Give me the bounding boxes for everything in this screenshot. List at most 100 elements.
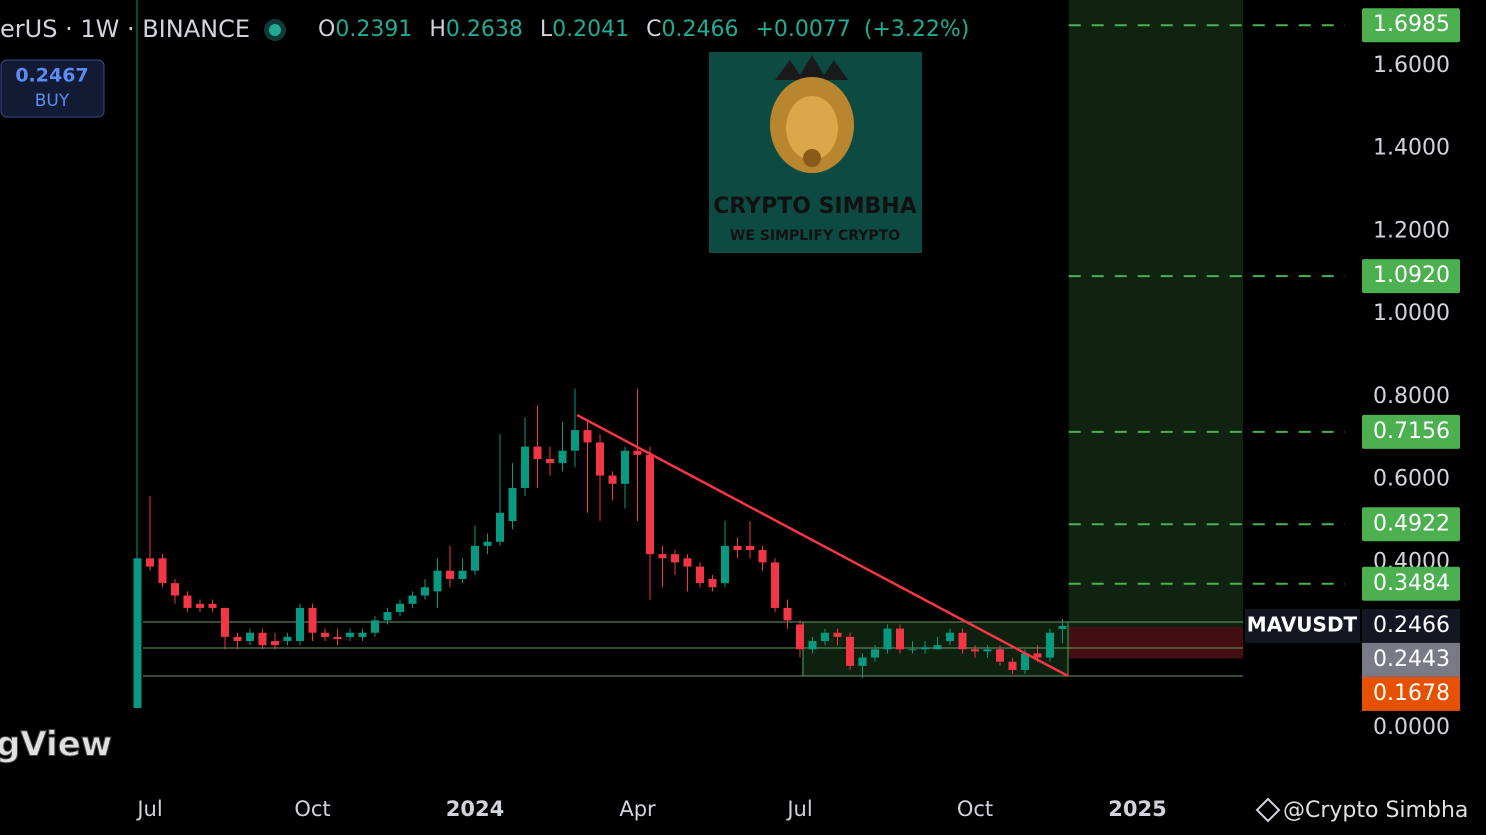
candle-body xyxy=(421,587,429,596)
candle-body xyxy=(133,558,142,709)
logo-subtitle: WE SIMPLIFY CRYPTO xyxy=(730,228,900,244)
candle-body xyxy=(221,607,229,637)
candle-body xyxy=(321,632,329,637)
candle-body xyxy=(308,607,317,633)
candle-body xyxy=(246,632,254,642)
buy-button[interactable]: 0.2467 BUY xyxy=(0,59,105,118)
candle-body xyxy=(821,632,829,642)
x-tick-label: Oct xyxy=(957,797,993,821)
x-tick-label: Apr xyxy=(619,797,656,821)
y-tick-label: 1.2000 xyxy=(1373,218,1450,243)
candle-body xyxy=(296,607,304,642)
candle-body xyxy=(696,566,704,584)
target-label: 0.7156 xyxy=(1373,419,1450,444)
candle-body xyxy=(521,446,529,488)
candle-body xyxy=(383,612,392,621)
candle-body xyxy=(683,558,692,567)
candle-body xyxy=(508,487,517,522)
candle-body xyxy=(708,578,717,588)
candle-body xyxy=(171,583,179,596)
lion-face xyxy=(786,96,838,160)
x-tick-label: 2024 xyxy=(446,797,504,821)
candle-body xyxy=(1033,653,1042,658)
high-label: H xyxy=(429,17,446,42)
target-label-bg xyxy=(1362,566,1460,601)
target-label-bg xyxy=(1362,507,1460,542)
candle-body xyxy=(333,636,342,639)
candle-body xyxy=(408,595,417,604)
candle-body xyxy=(371,620,379,633)
watermark: gView xyxy=(0,725,112,765)
symbol-label-bg xyxy=(1245,608,1360,643)
candle-body xyxy=(921,647,929,650)
candle-body xyxy=(808,641,817,650)
x-tick-label: Jul xyxy=(785,797,812,821)
candle-body xyxy=(783,607,792,621)
x-tick-label: Jul xyxy=(135,797,162,821)
candle-body xyxy=(596,442,604,476)
low: 0.2041 xyxy=(552,17,629,42)
loss-zone xyxy=(1068,626,1243,659)
candle-body xyxy=(1008,661,1017,670)
price-label: 0.1678 xyxy=(1373,681,1450,706)
symbol: erUS · 1W · BINANCE xyxy=(0,15,250,43)
candle-body xyxy=(346,632,354,637)
ohlc-legend: O0.2391 H0.2638 L0.2041 C0.2466 +0.0077 … xyxy=(318,17,969,42)
target-label-bg xyxy=(1362,259,1460,294)
bitcoin-mark xyxy=(803,149,821,167)
candle-body xyxy=(658,554,667,559)
candle-body xyxy=(471,545,479,571)
header: erUS · 1W · BINANCE O0.2391 H0.2638 L0.2… xyxy=(0,15,969,43)
candle-body xyxy=(233,636,242,642)
x-tick-label: Oct xyxy=(294,797,330,821)
logo-title: CRYPTO SIMBHA xyxy=(713,194,916,219)
buy-label[interactable]: BUY xyxy=(35,91,70,111)
open-label: O xyxy=(318,17,335,42)
close: 0.2466 xyxy=(661,17,738,42)
candle-body xyxy=(796,624,804,650)
target-label-bg xyxy=(1362,8,1460,43)
candle-body xyxy=(608,475,617,484)
candle-body xyxy=(271,641,279,646)
candle-body xyxy=(1046,632,1054,658)
candle-body xyxy=(571,430,579,451)
candles xyxy=(133,388,1067,709)
symbol-label: MAVUSDT xyxy=(1247,612,1358,636)
candle-body xyxy=(721,545,729,584)
y-tick-label: 0.8000 xyxy=(1373,384,1450,409)
candle-body xyxy=(646,454,654,555)
candle-body xyxy=(871,649,879,658)
price-label-bg xyxy=(1362,642,1460,677)
candle-body xyxy=(1058,625,1067,629)
candle-body xyxy=(971,649,979,652)
candle-body xyxy=(158,558,167,584)
buy-button-bg[interactable] xyxy=(0,59,105,118)
profit-zone xyxy=(1068,0,1243,627)
open: 0.2391 xyxy=(335,17,412,42)
crown xyxy=(775,55,848,80)
y-tick-label: 1.4000 xyxy=(1373,136,1450,161)
price-label-bg xyxy=(1362,608,1460,643)
change: +0.0077 xyxy=(755,17,850,42)
candle-body xyxy=(546,459,554,464)
high: 0.2638 xyxy=(446,17,523,42)
candle-body xyxy=(583,430,592,443)
candle-body xyxy=(758,550,767,563)
candle-body xyxy=(983,649,992,652)
binance-icon xyxy=(1255,797,1281,823)
candle-body xyxy=(946,632,954,642)
position-zones xyxy=(1068,0,1243,659)
candle-body xyxy=(908,649,917,651)
candle-body xyxy=(858,657,867,666)
trendline xyxy=(576,413,1069,678)
candle-body xyxy=(533,446,542,460)
candle-body xyxy=(846,636,854,666)
price-label: 0.2466 xyxy=(1373,613,1450,638)
target-label: 1.6985 xyxy=(1373,12,1450,37)
buy-price[interactable]: 0.2467 xyxy=(15,65,88,87)
credit: @Crypto Simbha xyxy=(1255,797,1468,823)
candle-body xyxy=(996,649,1004,662)
target-label: 0.4922 xyxy=(1373,511,1450,536)
candle-body xyxy=(433,570,442,592)
